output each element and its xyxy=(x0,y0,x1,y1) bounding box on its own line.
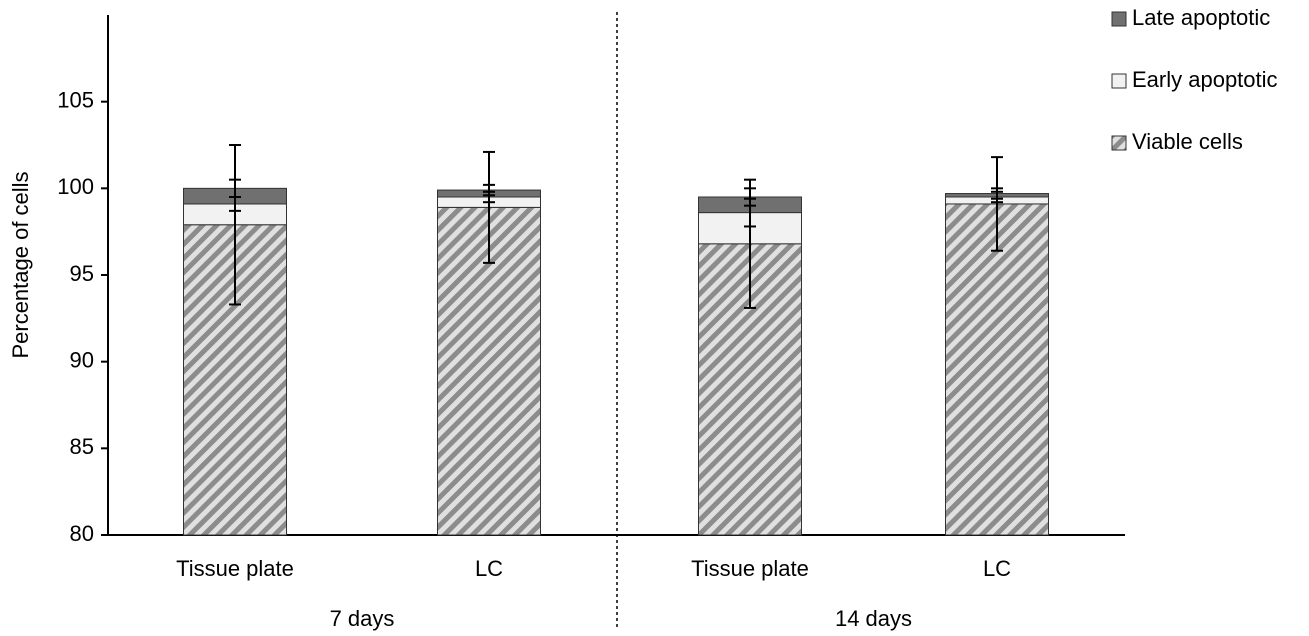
x-tick-label: LC xyxy=(475,556,503,581)
y-tick-label: 85 xyxy=(70,434,94,459)
x-tick-label: Tissue plate xyxy=(176,556,294,581)
y-tick-label: 100 xyxy=(57,174,94,199)
error-bar xyxy=(991,156,1003,252)
y-tick-label: 95 xyxy=(70,261,94,286)
legend-swatch xyxy=(1111,135,1127,151)
y-tick-label: 105 xyxy=(57,87,94,112)
legend-swatch xyxy=(1111,73,1127,89)
error-bar xyxy=(483,183,495,197)
error-bar xyxy=(229,178,241,198)
legend-label: Early apoptotic xyxy=(1132,67,1278,92)
error-bar xyxy=(483,150,495,264)
x-tick-label: Tissue plate xyxy=(691,556,809,581)
y-tick-label: 80 xyxy=(70,521,94,546)
legend-label: Viable cells xyxy=(1132,129,1243,154)
legend-label: Late apoptotic xyxy=(1132,5,1270,30)
error-bar xyxy=(229,144,241,306)
legend-swatch xyxy=(1111,11,1127,27)
bar-segment xyxy=(945,203,1049,536)
group-label: 14 days xyxy=(835,606,912,631)
y-axis-label: Percentage of cells xyxy=(8,171,33,358)
x-tick-label: LC xyxy=(983,556,1011,581)
error-bar xyxy=(744,187,756,207)
y-tick-label: 90 xyxy=(70,347,94,372)
error-bar xyxy=(991,187,1003,200)
group-label: 7 days xyxy=(330,606,395,631)
